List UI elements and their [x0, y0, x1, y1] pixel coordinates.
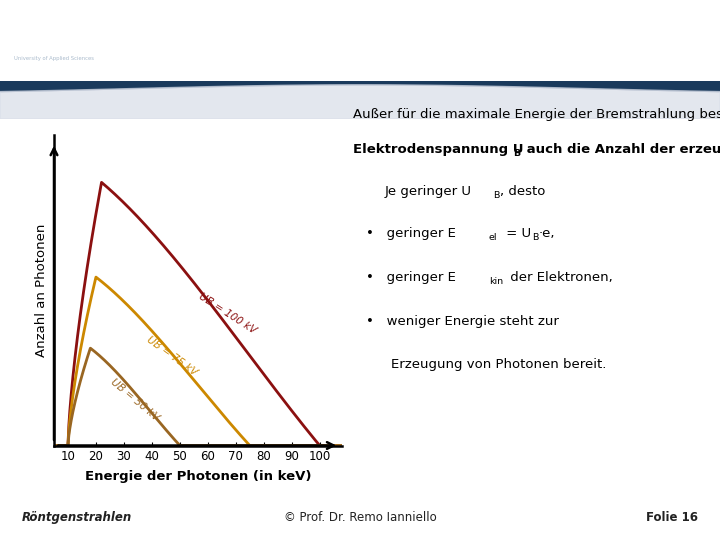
Text: Bremsstrahlung: Bremsstrahlung: [232, 30, 560, 65]
Text: •   geringer E: • geringer E: [366, 272, 456, 285]
Text: el: el: [489, 233, 498, 242]
Text: , desto: , desto: [500, 185, 546, 198]
Text: B: B: [493, 191, 500, 200]
Text: UB = 100 kV: UB = 100 kV: [197, 292, 258, 336]
Text: B: B: [513, 150, 521, 159]
Text: B: B: [532, 233, 539, 242]
Text: Außer für die maximale Energie der Bremstrahlung bestimmt die: Außer für die maximale Energie der Brems…: [353, 108, 720, 121]
Text: UB = 75 kV: UB = 75 kV: [145, 334, 199, 377]
Text: ·e,: ·e,: [539, 227, 555, 240]
Text: UB = 50 kV: UB = 50 kV: [109, 376, 161, 422]
Text: Erzeugung von Photonen bereit.: Erzeugung von Photonen bereit.: [392, 357, 607, 370]
Text: •   weniger Energie steht zur: • weniger Energie steht zur: [366, 315, 559, 328]
Text: auch die Anzahl der erzeugten Photonen.: auch die Anzahl der erzeugten Photonen.: [522, 143, 720, 156]
Text: Röntgenstrahlen: Röntgenstrahlen: [22, 510, 132, 524]
Y-axis label: Anzahl an Photonen: Anzahl an Photonen: [35, 224, 48, 357]
Text: Elektrodenspannung U: Elektrodenspannung U: [353, 143, 523, 156]
Text: •   geringer E: • geringer E: [366, 227, 456, 240]
Text: = U: = U: [502, 227, 531, 240]
Text: © Prof. Dr. Remo Ianniello: © Prof. Dr. Remo Ianniello: [284, 510, 436, 524]
Text: Folie 16: Folie 16: [647, 510, 698, 524]
Text: Rheinische Fachhochschule Köln: Rheinische Fachhochschule Köln: [0, 31, 112, 36]
Text: Je geringer U: Je geringer U: [384, 185, 472, 198]
Text: der Elektronen,: der Elektronen,: [506, 272, 613, 285]
Text: University of Applied Sciences: University of Applied Sciences: [14, 56, 94, 60]
X-axis label: Energie der Photonen (in keV): Energie der Photonen (in keV): [85, 470, 311, 483]
Text: kin: kin: [489, 277, 503, 286]
